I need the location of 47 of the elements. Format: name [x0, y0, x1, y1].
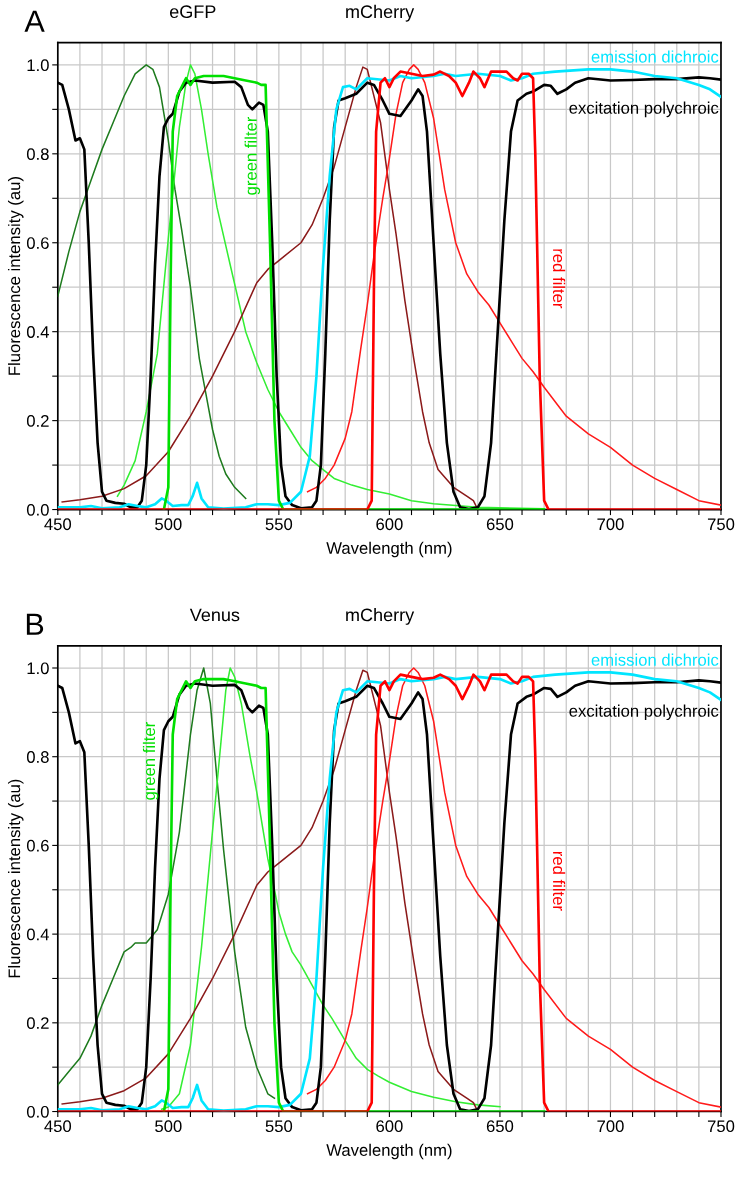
series-label: emission dichroic [591, 653, 719, 666]
y-tick-label: 0.2 [26, 415, 49, 427]
text: green filter [142, 722, 159, 800]
x-tick-label: 500 [155, 1120, 182, 1133]
x-tick-label: 600 [376, 518, 403, 531]
chart-title: B [26, 613, 44, 635]
x-tick-label: 750 [707, 518, 735, 531]
text: mCherry [346, 608, 415, 625]
y-tick-label: 0.0 [26, 1105, 49, 1118]
line-series [306, 64, 721, 506]
y-tick-label: 1.0 [27, 662, 49, 675]
y-tick-label: 1.0 [27, 59, 49, 72]
chart-title: A [24, 10, 45, 32]
y-tick-label: 0.0 [26, 503, 49, 516]
line-series [306, 667, 721, 1108]
x-tick-label: 750 [707, 1120, 735, 1133]
text: red filter [552, 851, 566, 911]
y-tick-label: 0.8 [26, 148, 49, 161]
text: mCherry [346, 4, 415, 22]
y-tick-label: 0.6 [26, 237, 49, 249]
x-tick-label: 650 [486, 1120, 514, 1133]
x-tick-label: 500 [155, 518, 182, 531]
text: Venus [189, 608, 240, 622]
y-tick-label: 0.2 [26, 1017, 49, 1030]
x-axis-title: Wavelength (nm) [326, 1143, 452, 1160]
x-axis-title: Wavelength (nm) [326, 541, 452, 558]
line-series [57, 667, 276, 1099]
text: eGFP [169, 5, 216, 19]
x-tick-label: 550 [265, 1120, 293, 1133]
x-tick-label: 700 [597, 518, 624, 531]
x-tick-label: 450 [44, 1120, 72, 1133]
y-axis-title: Fluorescence intensity (au) [7, 779, 24, 978]
series-label: excitation polychroic [569, 101, 719, 118]
x-tick-label: 550 [265, 518, 293, 531]
x-tick-label: 700 [597, 1120, 624, 1133]
text: red filter [552, 249, 566, 309]
series-label: excitation polychroic [569, 704, 719, 721]
x-tick-label: 600 [376, 1120, 403, 1133]
series-label: emission dichroic [591, 50, 719, 63]
x-tick-label: 650 [486, 518, 514, 531]
y-tick-label: 0.4 [26, 326, 49, 338]
y-tick-label: 0.6 [26, 839, 49, 852]
text: green filter [244, 116, 261, 195]
x-tick-label: 450 [44, 518, 72, 531]
y-tick-label: 0.8 [26, 751, 49, 763]
y-axis-title: Fluorescence intensity (au) [7, 177, 24, 375]
y-tick-label: 0.4 [26, 928, 49, 941]
